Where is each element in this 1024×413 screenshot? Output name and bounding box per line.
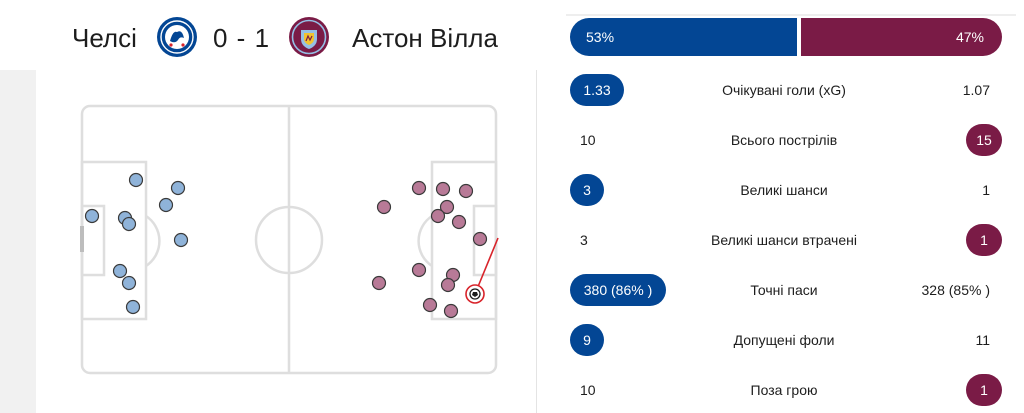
stat-label: Всього пострілів xyxy=(730,131,838,148)
home-shot-dot xyxy=(173,232,189,248)
home-shot-dot xyxy=(170,180,186,196)
away-shot-dot xyxy=(430,208,446,224)
stat-away-value: 1 xyxy=(982,182,990,198)
panel-edge xyxy=(0,70,36,413)
left-goal xyxy=(80,226,84,252)
stat-label: Точні паси xyxy=(750,281,818,298)
home-shot-dot xyxy=(121,216,137,232)
possession-home: 53% xyxy=(570,18,797,56)
stat-label: Очікувані голи (xG) xyxy=(722,81,846,98)
away-shot-dot xyxy=(458,183,474,199)
home-shot-dot xyxy=(121,275,137,291)
stat-home-value: 3 xyxy=(580,232,588,248)
stat-row-offsides: 10 Поза грою 1 xyxy=(566,368,1002,412)
aston-villa-crest-icon xyxy=(289,17,329,57)
home-shot-dot xyxy=(125,299,141,315)
stat-away-value: 1 xyxy=(966,374,1002,406)
away-shot-dot xyxy=(440,277,456,293)
away-shot-dot xyxy=(435,181,451,197)
away-shot-dot xyxy=(443,303,459,319)
stat-label: Допущені фоли xyxy=(733,331,835,348)
stat-home-value: 9 xyxy=(570,324,604,356)
stat-row-big-chances-missed: 3 Великі шанси втрачені 1 xyxy=(566,218,1002,262)
stat-row-total-shots: 10 Всього пострілів 15 xyxy=(566,118,1002,162)
away-shot-dot xyxy=(371,275,387,291)
away-shot-dot xyxy=(439,199,455,215)
possession-away: 47% xyxy=(801,18,1002,56)
home-shot-dot xyxy=(112,263,128,279)
stat-row-fouls: 9 Допущені фоли 11 xyxy=(566,318,1002,362)
centre-circle xyxy=(254,205,324,275)
panel-divider xyxy=(536,70,537,413)
stat-home-value: 1.33 xyxy=(570,74,624,106)
possession-bar: 53% 47% xyxy=(570,18,1002,56)
away-shot-dot xyxy=(451,214,467,230)
pitch-lines xyxy=(80,104,498,375)
right-penalty-arc xyxy=(417,214,433,268)
away-shot-dot xyxy=(422,297,438,313)
stat-row-xg: 1.33 Очікувані голи (xG) 1.07 xyxy=(566,68,1002,112)
home-shots xyxy=(84,172,189,315)
stat-home-value: 10 xyxy=(580,382,596,398)
away-shots xyxy=(371,180,488,319)
stat-label: Великі шанси втрачені xyxy=(711,231,857,248)
stat-home-value: 10 xyxy=(580,132,596,148)
goal-shot-trajectory xyxy=(474,237,499,295)
home-team-name[interactable]: Челсі xyxy=(72,23,137,53)
stat-row-big-chances: 3 Великі шанси 1 xyxy=(566,168,1002,212)
shot-map-panel xyxy=(0,70,536,413)
stat-away-value: 1.07 xyxy=(962,82,990,98)
left-penalty-arc xyxy=(145,214,161,268)
stat-label: Великі шанси xyxy=(740,181,828,198)
match-score: 0 - 1 xyxy=(213,23,271,53)
possession-top-rule xyxy=(566,14,1016,16)
stat-away-value: 1 xyxy=(966,224,1002,256)
stat-away-value: 15 xyxy=(966,124,1002,156)
shot-map xyxy=(80,104,499,375)
away-shot-dot xyxy=(411,180,427,196)
home-shot-dot xyxy=(128,172,144,188)
home-shot-dot xyxy=(158,197,174,213)
football-icon[interactable] xyxy=(465,284,485,304)
away-shot-dot xyxy=(472,231,488,247)
away-shot-dot xyxy=(411,262,427,278)
away-shot-dot xyxy=(376,199,392,215)
stat-home-value: 380 (86% ) xyxy=(570,274,666,306)
stat-row-accurate-passes: 380 (86% ) Точні паси 328 (85% ) xyxy=(566,268,1002,312)
stat-home-value: 3 xyxy=(570,174,604,206)
chelsea-crest-icon xyxy=(157,17,197,57)
home-shot-dot xyxy=(84,208,100,224)
stat-away-value: 11 xyxy=(975,332,990,348)
stat-away-value: 328 (85% ) xyxy=(921,282,990,298)
stat-label: Поза грою xyxy=(750,381,818,398)
away-team-name[interactable]: Астон Вілла xyxy=(352,23,498,53)
